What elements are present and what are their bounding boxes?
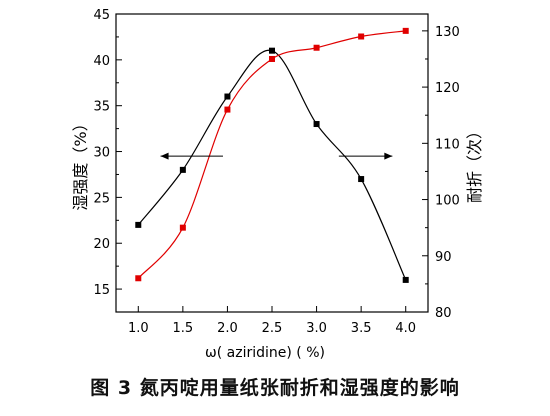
y-left-tick-label: 45 bbox=[93, 8, 110, 23]
x-tick-label: 1.5 bbox=[173, 321, 194, 336]
y-right-tick-label: 80 bbox=[435, 306, 452, 321]
x-tick-label: 3.5 bbox=[351, 321, 372, 336]
curves bbox=[137, 30, 407, 281]
x-tick-label: 2.5 bbox=[262, 321, 283, 336]
y-right-tick-label: 130 bbox=[435, 25, 460, 40]
y-axis-right-label: 耐折（次） bbox=[465, 123, 484, 203]
data-point bbox=[224, 93, 231, 100]
x-tick-label: 3.0 bbox=[306, 321, 327, 336]
y-right-tick-label: 90 bbox=[435, 250, 452, 265]
figure-caption: 图 3 氮丙啶用量纸张耐折和湿强度的影响 bbox=[90, 377, 460, 399]
data-point bbox=[269, 55, 275, 62]
x-tick-label: 2.0 bbox=[217, 321, 238, 336]
data-point bbox=[269, 47, 275, 54]
arrow-head bbox=[384, 152, 393, 160]
data-point bbox=[224, 106, 231, 113]
arrow-head bbox=[160, 152, 169, 160]
series-line-folding-endurance bbox=[137, 30, 406, 279]
data-point bbox=[402, 276, 409, 283]
data-point bbox=[135, 275, 142, 282]
series-line-wet-strength bbox=[137, 49, 407, 281]
y-left-tick-label: 30 bbox=[93, 146, 110, 161]
data-point bbox=[313, 44, 320, 51]
y-left-tick-label: 35 bbox=[93, 100, 110, 115]
x-axis-label: ω( aziridine) ( %) bbox=[205, 345, 325, 361]
data-point bbox=[358, 33, 365, 40]
data-point bbox=[402, 27, 409, 34]
y-left-tick-label: 20 bbox=[93, 237, 110, 252]
axes bbox=[115, 13, 429, 313]
y-right-tick-label: 110 bbox=[435, 137, 460, 152]
y-left-tick-label: 25 bbox=[93, 191, 110, 206]
data-point bbox=[358, 176, 365, 183]
data-point bbox=[313, 121, 320, 128]
markers bbox=[135, 27, 409, 283]
arrows bbox=[160, 152, 393, 160]
x-tick-label: 4.0 bbox=[395, 321, 416, 336]
y-axis-left-label: 湿强度（%） bbox=[71, 115, 90, 210]
data-point bbox=[135, 221, 142, 228]
x-tick-label: 1.0 bbox=[128, 321, 149, 336]
data-point bbox=[179, 166, 186, 173]
y-left-tick-label: 40 bbox=[93, 54, 110, 69]
y-right-tick-label: 120 bbox=[435, 81, 460, 96]
y-left-tick-label: 15 bbox=[93, 283, 110, 298]
y-right-tick-label: 100 bbox=[435, 194, 460, 209]
data-point bbox=[179, 224, 186, 231]
tick-labels: 1.0 1.5 2.0 2.5 3.0 3.5 4.0 15 20 25 30 35 40 45 80 90 1… bbox=[93, 8, 459, 336]
